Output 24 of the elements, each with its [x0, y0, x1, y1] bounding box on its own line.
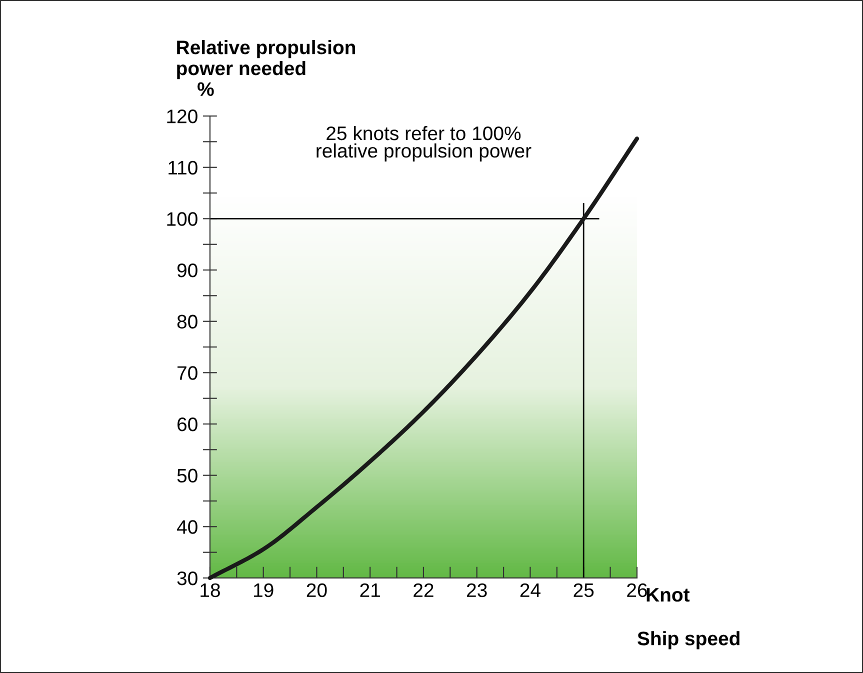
x-tick-label: 25 — [574, 583, 594, 598]
y-tick-label: 90 — [177, 263, 198, 278]
annotation: 25 knots refer to 100% relative propulsion power — [316, 126, 532, 162]
x-tick-label: 23 — [467, 583, 487, 598]
y-tick-label: 30 — [177, 571, 198, 586]
x-axis-title: Ship speed — [638, 631, 740, 650]
x-tick-label: 19 — [254, 583, 274, 598]
x-tick-label: 21 — [360, 583, 380, 597]
y-axis-title: Relative propulsion power needed — [177, 40, 356, 80]
y-tick-label: 100 — [167, 212, 198, 226]
y-tick-label: 50 — [177, 468, 198, 483]
y-tick-label: 70 — [178, 366, 198, 380]
y-tick-label: 40 — [176, 520, 198, 534]
x-tick-label: 24 — [520, 583, 540, 597]
y-tick-label: 60 — [178, 417, 198, 432]
x-tick-label: 26 — [627, 583, 647, 598]
x-tick-label: 18 — [200, 583, 220, 598]
y-tick-label: 80 — [177, 314, 198, 329]
y-tick-label: 110 — [168, 160, 198, 175]
x-tick-label: 20 — [306, 583, 327, 598]
text: Knot — [646, 588, 690, 602]
y-tick-label: 120 — [167, 109, 198, 124]
x-tick-label: 22 — [414, 583, 434, 597]
text: % — [198, 82, 214, 96]
